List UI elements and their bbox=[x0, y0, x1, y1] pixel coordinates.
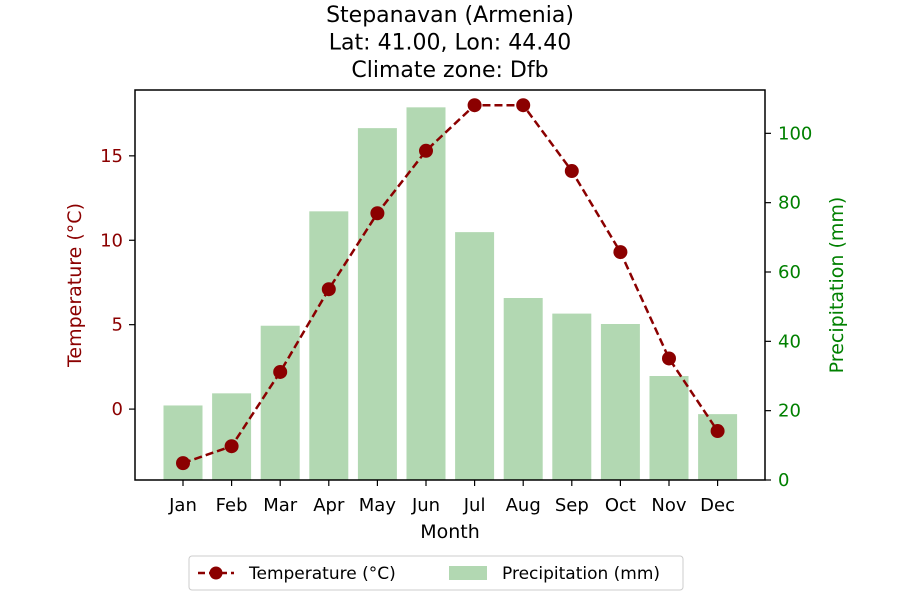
chart-legend: Temperature (°C) Precipitation (mm) bbox=[188, 555, 684, 591]
title-line: Lat: 41.00, Lon: 44.40 bbox=[329, 31, 571, 56]
chart-axes: Jan Feb Mar Apr May Jun Jul Aug Sep Oct Nov Dec Mont… bbox=[64, 89, 848, 543]
y-left-axis-label: Temperature (°C) bbox=[64, 203, 86, 368]
x-tick-label: Nov bbox=[651, 495, 686, 516]
chart-title: Stepanavan (Armenia) Lat: 41.00, Lon: 44.… bbox=[326, 3, 574, 83]
x-tick-label: Sep bbox=[555, 495, 589, 516]
legend-precipitation-swatch bbox=[449, 566, 487, 580]
y-right-tick-label: 20 bbox=[778, 401, 801, 422]
x-tick-label: Jul bbox=[463, 495, 486, 516]
legend-temperature-label: Temperature (°C) bbox=[248, 564, 396, 584]
x-tick-label: Jan bbox=[168, 495, 197, 516]
temperature-line bbox=[182, 103, 719, 465]
y-left-tick-label: 5 bbox=[112, 315, 123, 336]
precip-bar bbox=[260, 325, 300, 480]
y-left-tick-label: 15 bbox=[100, 146, 123, 167]
x-tick-label: Jun bbox=[411, 495, 440, 516]
precip-bar bbox=[212, 393, 252, 480]
title-line: Stepanavan (Armenia) bbox=[326, 3, 574, 28]
precip-bar bbox=[552, 313, 592, 480]
precip-bar bbox=[698, 414, 738, 480]
x-tick-label: Mar bbox=[263, 495, 298, 516]
precip-bar bbox=[600, 324, 640, 480]
x-tick-label: Dec bbox=[700, 495, 735, 516]
legend-precipitation-label: Precipitation (mm) bbox=[502, 564, 660, 584]
x-tick-label: Aug bbox=[506, 495, 541, 516]
x-axis-label: Month bbox=[420, 521, 480, 543]
temperature-point bbox=[710, 424, 725, 439]
y-right-axis-label: Precipitation (mm) bbox=[826, 197, 848, 374]
temperature-series bbox=[176, 98, 725, 471]
precip-bar bbox=[406, 107, 446, 480]
temperature-point bbox=[467, 98, 482, 113]
temperature-point bbox=[273, 364, 288, 379]
temperature-point bbox=[613, 245, 628, 260]
temperature-point bbox=[224, 439, 239, 454]
y-right-tick-label: 100 bbox=[778, 123, 812, 144]
title-line: Climate zone: Dfb bbox=[351, 58, 548, 83]
y-right-tick-label: 40 bbox=[778, 331, 801, 352]
y-right-tick-label: 0 bbox=[778, 470, 789, 491]
legend-frame bbox=[188, 555, 684, 591]
temperature-point bbox=[176, 456, 190, 471]
legend-temperature-marker bbox=[209, 566, 223, 580]
temperature-point bbox=[419, 143, 433, 158]
precip-bar bbox=[503, 298, 543, 480]
y-right-tick-label: 80 bbox=[778, 193, 801, 214]
x-tick-label: Feb bbox=[216, 495, 248, 516]
temperature-point bbox=[516, 98, 531, 113]
plot-frame bbox=[134, 89, 766, 481]
precip-bar bbox=[309, 211, 349, 481]
precip-bar bbox=[455, 232, 495, 480]
y-left-tick-label: 10 bbox=[100, 230, 123, 251]
precip-bar bbox=[649, 376, 689, 480]
temperature-point bbox=[321, 282, 336, 297]
x-tick-label: Apr bbox=[313, 495, 345, 516]
temperature-point bbox=[662, 351, 676, 366]
precipitation-bars bbox=[163, 107, 738, 481]
temperature-point bbox=[564, 164, 579, 179]
x-tick-label: Oct bbox=[605, 495, 636, 516]
y-left-tick-label: 0 bbox=[112, 399, 123, 420]
temperature-point bbox=[370, 206, 385, 221]
y-right-tick-label: 60 bbox=[778, 262, 801, 283]
precip-bar bbox=[357, 128, 397, 480]
x-tick-label: May bbox=[359, 495, 397, 516]
